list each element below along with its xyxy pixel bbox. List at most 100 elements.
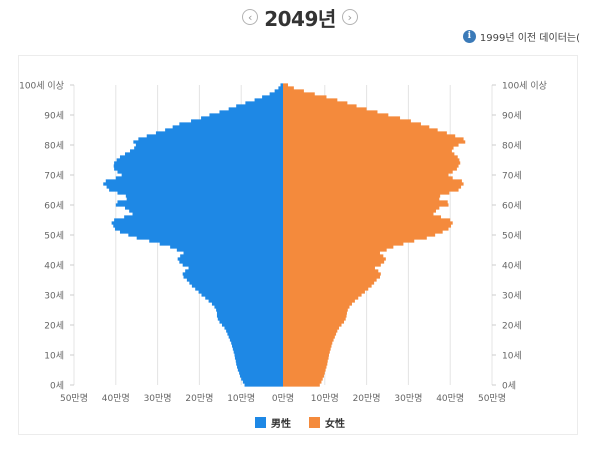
next-year-button[interactable]: › <box>341 9 358 25</box>
bar-male <box>198 290 283 294</box>
bar-male <box>149 239 283 243</box>
bar-female <box>283 203 449 207</box>
bar-male <box>146 134 283 138</box>
bar-female <box>283 197 440 201</box>
bar-male <box>116 158 283 162</box>
bar-male <box>262 95 283 99</box>
bar-female <box>283 110 378 114</box>
bar-female <box>283 263 381 267</box>
legend-item-male[interactable]: 男性 <box>255 415 291 430</box>
y-tick-label-right: 60세 <box>502 201 522 212</box>
bar-male <box>227 332 283 336</box>
bar-male <box>219 320 283 324</box>
bar-female <box>283 359 328 363</box>
bar-female <box>283 188 459 192</box>
y-tick-label-left: 40세 <box>44 261 64 272</box>
x-tick-label: 40만명 <box>436 393 464 404</box>
bar-male <box>124 152 283 156</box>
chevron-right-icon: › <box>347 10 352 24</box>
bar-female <box>283 215 442 219</box>
bar-female <box>283 128 438 132</box>
y-tick-label-left: 0세 <box>50 381 64 392</box>
bar-female <box>283 377 323 381</box>
bar-female <box>283 104 357 108</box>
bar-female <box>283 209 436 213</box>
bar-female <box>283 275 380 279</box>
x-tick-label: 10만명 <box>227 393 255 404</box>
bar-male <box>237 365 283 369</box>
bar-male <box>124 215 283 219</box>
bar-male <box>241 377 283 381</box>
bar-female <box>283 137 464 141</box>
bar-female <box>283 167 457 171</box>
y-tick-label-right: 90세 <box>502 111 522 122</box>
bar-female <box>283 368 326 372</box>
bar-female <box>283 269 379 273</box>
bar-male <box>235 359 283 363</box>
bar-male <box>113 164 284 168</box>
y-tick-label-left: 70세 <box>44 171 64 182</box>
bar-female <box>283 155 458 159</box>
bar-male <box>134 146 283 150</box>
bar-male <box>205 296 283 300</box>
bar-female <box>283 146 454 150</box>
bar-male <box>159 242 283 246</box>
bar-female <box>283 311 347 315</box>
bar-male <box>114 227 284 231</box>
bar-male <box>114 218 284 222</box>
bar-male <box>113 224 284 228</box>
bar-male <box>130 149 283 153</box>
bar-female <box>283 347 331 351</box>
bar-female <box>283 365 327 369</box>
bar-female <box>283 134 456 138</box>
bar-female <box>283 164 459 168</box>
legend-swatch-female <box>309 416 320 428</box>
y-tick-label-left: 60세 <box>44 201 64 212</box>
bar-male <box>183 251 283 255</box>
y-tick-label-right: 100세 이상 <box>502 81 547 92</box>
bar-male <box>244 383 283 387</box>
bar-male <box>114 161 284 165</box>
bar-male <box>239 371 283 375</box>
y-tick-label-right: 70세 <box>502 171 522 182</box>
bar-male <box>195 287 283 291</box>
bar-male <box>191 119 283 123</box>
x-tick-label: 30만명 <box>394 393 422 404</box>
bar-female <box>283 323 342 327</box>
prev-year-button[interactable]: ‹ <box>242 9 259 25</box>
bar-male <box>172 125 283 129</box>
axis-labels: 0세 10세 20세 30세 40세 50세 60세 70세 80세 90세 100세 이상 0세 10… <box>19 81 547 405</box>
bar-male <box>119 230 283 234</box>
x-tick-label: 10만명 <box>311 393 339 404</box>
bar-female <box>283 218 451 222</box>
bar-female <box>283 98 338 102</box>
bar-female <box>283 350 330 354</box>
y-tick-label-right: 10세 <box>502 351 522 362</box>
bar-female <box>283 83 289 87</box>
bar-female <box>283 248 387 252</box>
bar-male <box>254 98 283 102</box>
bar-female <box>283 143 459 147</box>
bar-male <box>186 278 283 282</box>
bar-male <box>217 317 283 321</box>
bar-female <box>283 170 453 174</box>
bar-male <box>126 197 283 201</box>
bar-female <box>283 245 394 249</box>
y-tick-label-right: 0세 <box>502 381 516 392</box>
data-note[interactable]: i 1999년 이전 데이터는( <box>462 28 580 44</box>
bar-male <box>128 233 283 237</box>
legend-label-female: 女性 <box>325 418 345 430</box>
x-tick-label: 40만명 <box>102 393 130 404</box>
bar-male <box>155 131 283 135</box>
bar-male <box>211 302 283 306</box>
bar-male <box>208 299 283 303</box>
legend: 男性 女性 <box>0 414 600 430</box>
y-tick-label-left: 20세 <box>44 321 64 332</box>
bar-male <box>214 305 283 309</box>
bar-female <box>283 161 461 165</box>
legend-item-female[interactable]: 女性 <box>309 415 345 430</box>
y-tick-label-left: 80세 <box>44 141 64 152</box>
bar-male <box>180 254 283 258</box>
bar-female <box>283 287 369 291</box>
